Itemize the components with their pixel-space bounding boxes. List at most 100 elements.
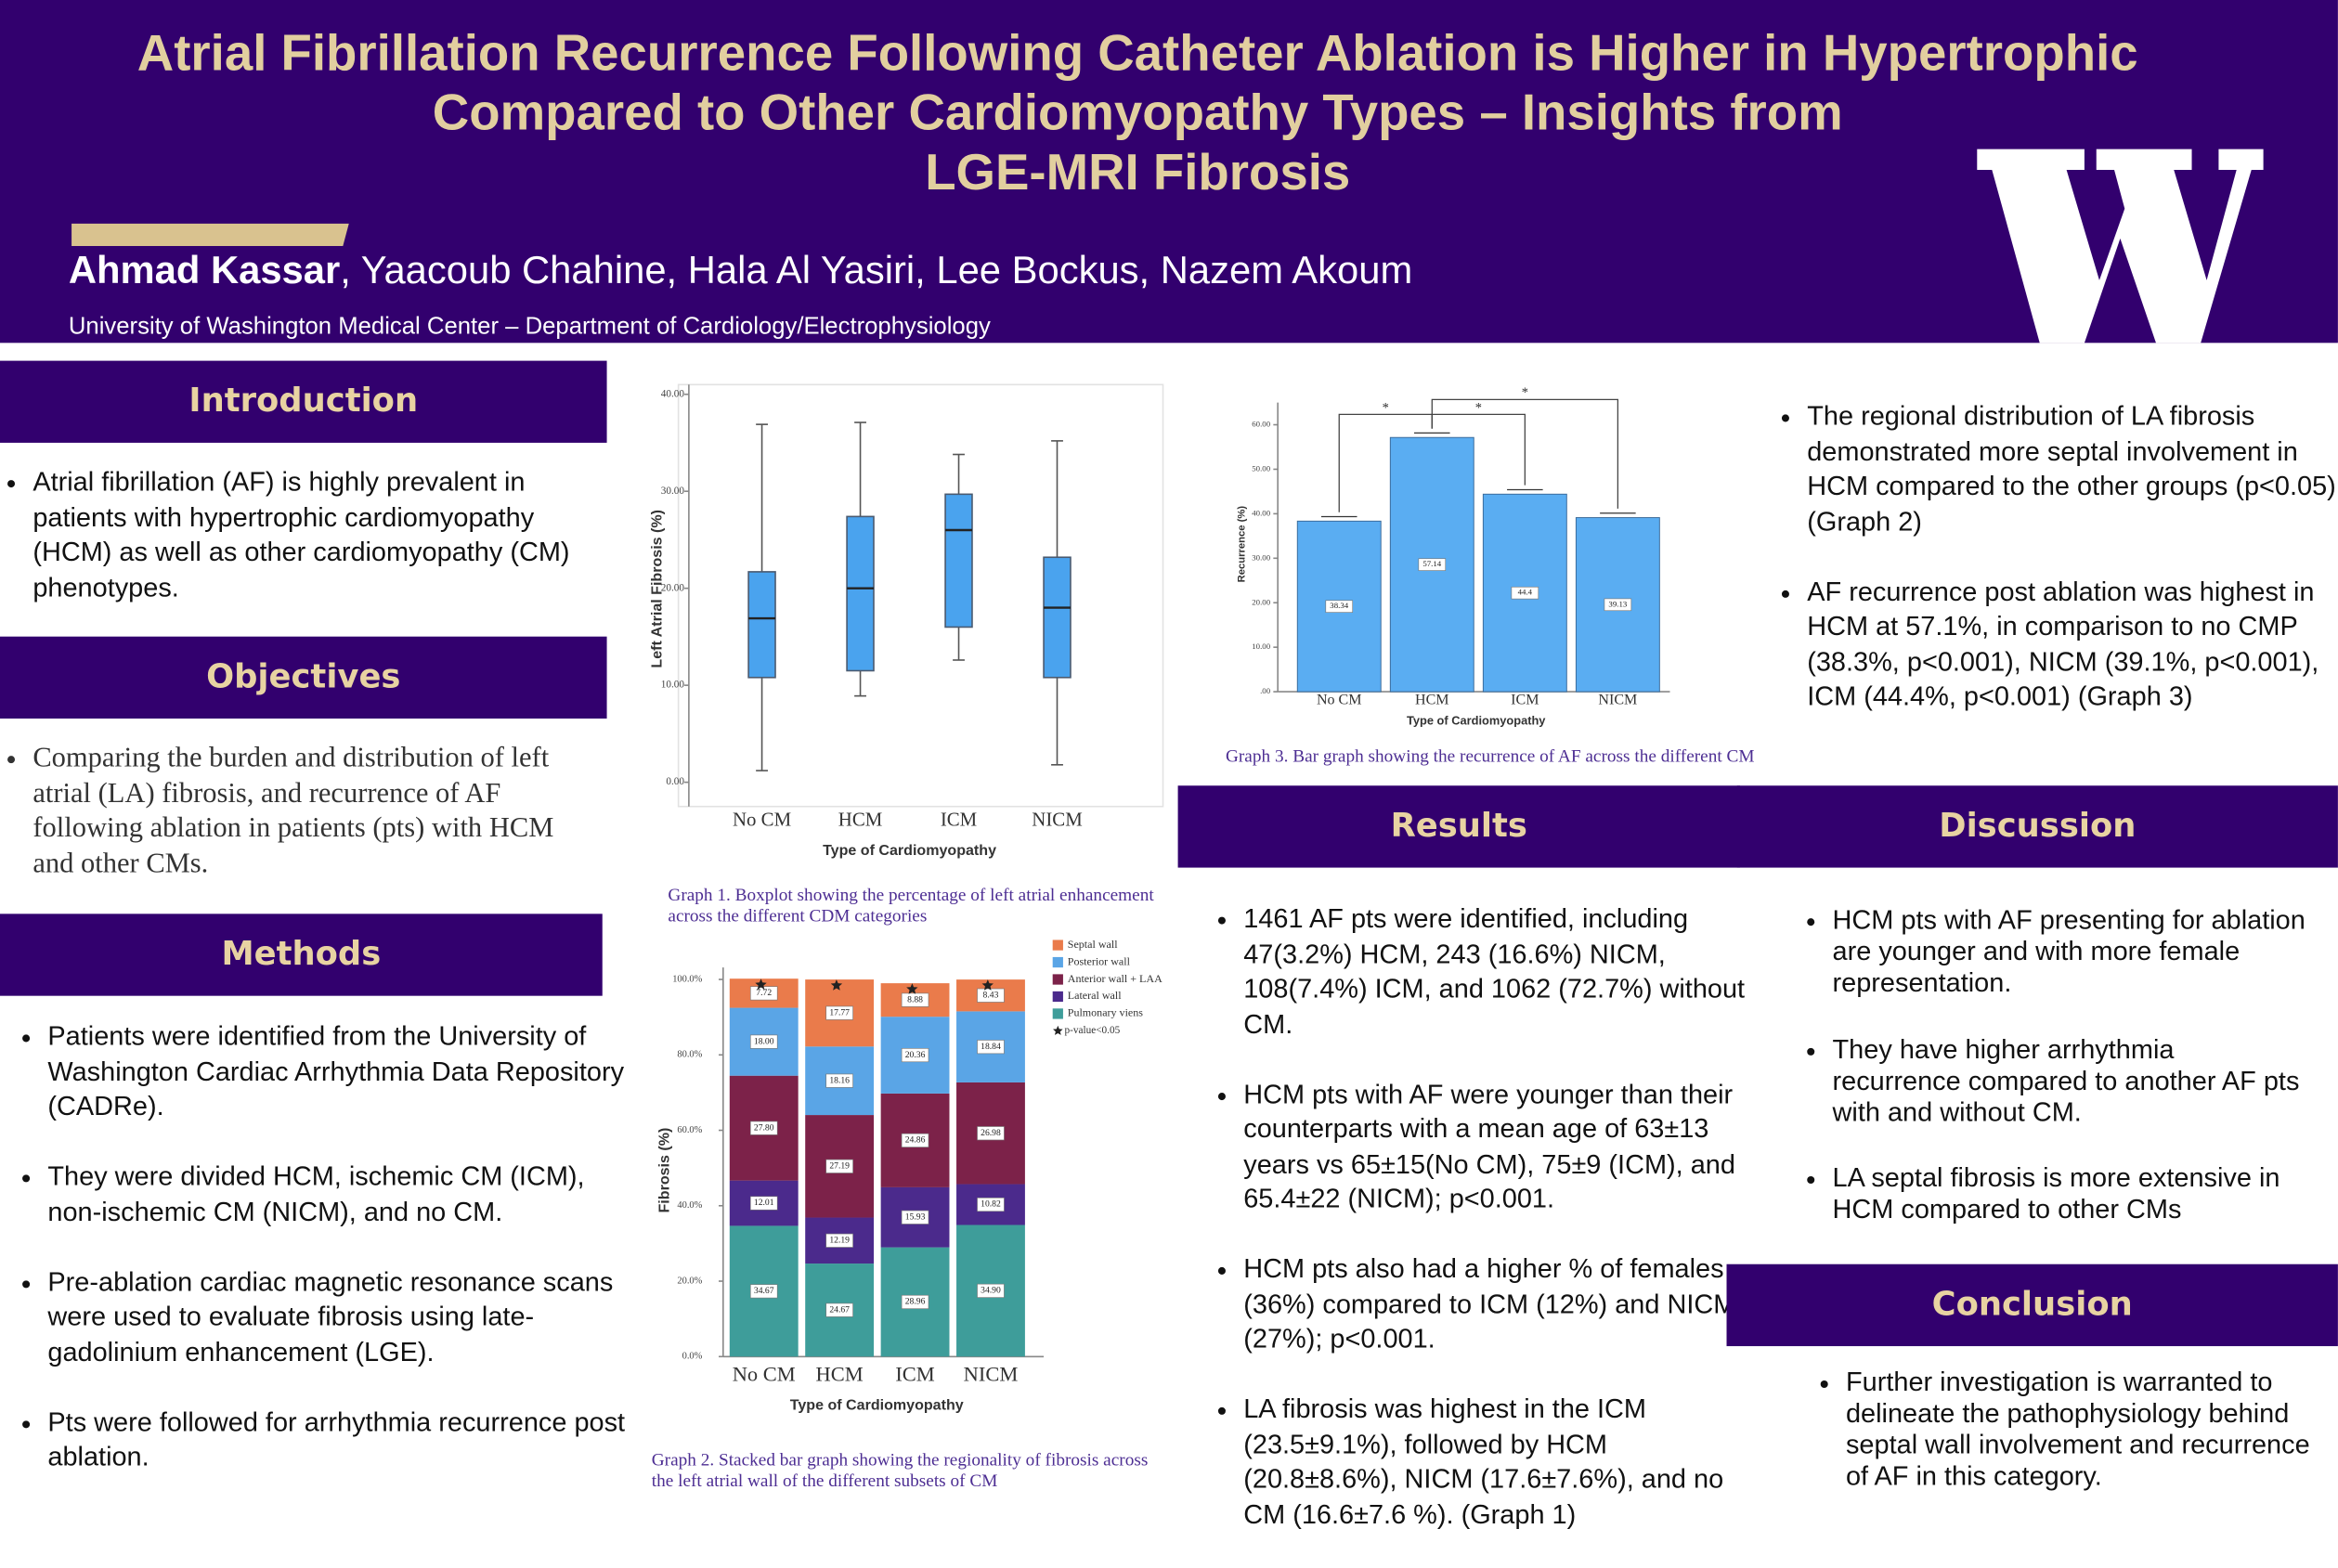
legend-label: Anterior wall + LAA (1068, 972, 1163, 985)
value-label: 18.84 (981, 1042, 1001, 1052)
bullet-list: Atrial fibrillation (AF) is highly preva… (0, 465, 600, 641)
bullet: Patients were identified from the Univer… (47, 1019, 626, 1124)
logo (1977, 149, 2264, 343)
label-box (825, 1073, 853, 1088)
legend-label: Pulmonary viens (1068, 1006, 1144, 1019)
co-authors: , Yaacoub Chahine, Hala Al Yasiri, Lee B… (340, 247, 1413, 292)
value-label: 18.00 (754, 1036, 774, 1046)
label-box (1325, 600, 1354, 613)
annotation: * (1383, 400, 1389, 415)
x-tick-label: HCM (838, 809, 883, 831)
label-box (825, 1233, 853, 1248)
y-tick-label: 20.0% (677, 1276, 702, 1286)
value-label: 27.80 (754, 1122, 774, 1133)
label-box (1418, 558, 1447, 571)
x-axis-label: Type of Cardiomyopathy (790, 1397, 964, 1414)
annotation: * (1475, 400, 1482, 415)
label-box (977, 1040, 1005, 1055)
y-tick-label: 10.00 (661, 680, 685, 691)
y-tick-label: 50.00 (1252, 463, 1270, 473)
label-box (977, 1126, 1005, 1141)
x-tick-label: ICM (895, 1362, 934, 1385)
annotation: * (1522, 385, 1528, 400)
significance-bracket (1431, 398, 1619, 509)
value-label: 24.67 (829, 1304, 850, 1315)
bullet: LA septal fibrosis is more extensive in … (1833, 1163, 2310, 1225)
y-tick-label: 20.00 (661, 582, 685, 593)
significance-star (755, 978, 767, 990)
header (0, 0, 2338, 343)
legend-star (1053, 1025, 1063, 1035)
lead-author: Ahmad Kassar (68, 247, 341, 292)
value-label: 12.19 (829, 1235, 850, 1245)
significance-star (830, 979, 843, 991)
x-tick-label: No CM (733, 1362, 796, 1385)
value-label: 24.86 (905, 1135, 926, 1146)
y-axis-label: Recurrence (%) (1237, 506, 1248, 583)
caption: Graph 1. Boxplot showing the percentage … (668, 884, 1154, 927)
label-box (749, 986, 778, 1001)
significance-star (981, 979, 994, 991)
y-tick-label: 40.00 (661, 388, 685, 399)
bullet: They have higher arrhythmia recurrence c… (1833, 1034, 2310, 1128)
x-tick-label: HCM (1415, 692, 1449, 707)
header-graphics (71, 149, 2264, 343)
bullet: HCM pts also had a higher % of females (… (1243, 1252, 1765, 1357)
value-label: 20.36 (905, 1050, 926, 1060)
bullet-list: HCM pts with AF presenting for ablation … (1799, 905, 2309, 1261)
x-tick-label: ICM (941, 809, 977, 831)
value-label: 26.98 (981, 1128, 1001, 1138)
y-tick-label: 0.0% (682, 1352, 703, 1362)
y-tick-label: 60.0% (677, 1125, 702, 1135)
bullet: They were divided HCM, ischemic CM (ICM)… (47, 1160, 626, 1229)
value-label: 34.90 (981, 1286, 1001, 1296)
x-axis-label: Type of Cardiomyopathy (823, 842, 996, 859)
x-axis-label: Type of Cardiomyopathy (1407, 714, 1546, 728)
value-label: 27.19 (829, 1160, 850, 1171)
caption: Graph 3. Bar graph showing the recurrenc… (1225, 745, 1755, 767)
y-tick-label: 40.00 (1252, 508, 1270, 517)
bullet: Further investigation is warranted to de… (1846, 1367, 2323, 1493)
plot-frame (677, 383, 1164, 808)
y-axis-label: Left Atrial Fibrosis (%) (648, 510, 665, 668)
label-box (825, 1302, 853, 1317)
bullet-list: Comparing the burden and distribution of… (0, 741, 596, 916)
y-tick-label: 10.00 (1252, 641, 1270, 651)
box (1043, 556, 1072, 679)
bullet-list: The regional distribution of LA fibrosis… (1774, 399, 2338, 749)
value-label: 8.88 (907, 994, 923, 1004)
value-label: 34.67 (754, 1286, 774, 1296)
x-tick-label: No CM (1317, 692, 1362, 707)
legend-swatch (1052, 940, 1063, 951)
title-line: LGE-MRI Fibrosis (925, 144, 1351, 201)
y-tick-label: 0.00 (666, 776, 684, 787)
bullet: Atrial fibrillation (AF) is highly preva… (32, 465, 599, 605)
box (747, 571, 776, 679)
legend-label: Posterior wall (1068, 954, 1131, 967)
y-tick-label: 40.0% (677, 1200, 702, 1211)
legend-swatch (1052, 991, 1063, 1003)
value-label: 44.4 (1518, 588, 1533, 597)
value-label: 10.82 (981, 1199, 1001, 1210)
value-label: 12.01 (754, 1198, 774, 1208)
bullet-list: Patients were identified from the Univer… (15, 1019, 626, 1510)
label-box (749, 1034, 778, 1049)
bullet: AF recurrence post ablation was highest … (1807, 575, 2338, 715)
section-heading: Introduction (0, 360, 607, 443)
label-box (749, 1121, 778, 1135)
bullet-list: 1461 AF pts were identified, including 4… (1211, 902, 1765, 1568)
legend-label: p-value<0.05 (1065, 1025, 1121, 1036)
box (944, 493, 973, 628)
section-heading: Discussion (1736, 785, 2338, 868)
value-label: 28.96 (905, 1297, 926, 1307)
legend-swatch (1052, 956, 1063, 968)
x-tick-label: NICM (964, 1362, 1019, 1385)
label-box (901, 1294, 929, 1309)
x-tick-label: NICM (1032, 809, 1082, 831)
y-tick-label: 30.00 (1252, 552, 1270, 562)
title-line: Atrial Fibrillation Recurrence Following… (136, 25, 2138, 83)
y-tick-label: 20.00 (1252, 597, 1270, 606)
y-tick-label: 100.0% (672, 974, 702, 984)
